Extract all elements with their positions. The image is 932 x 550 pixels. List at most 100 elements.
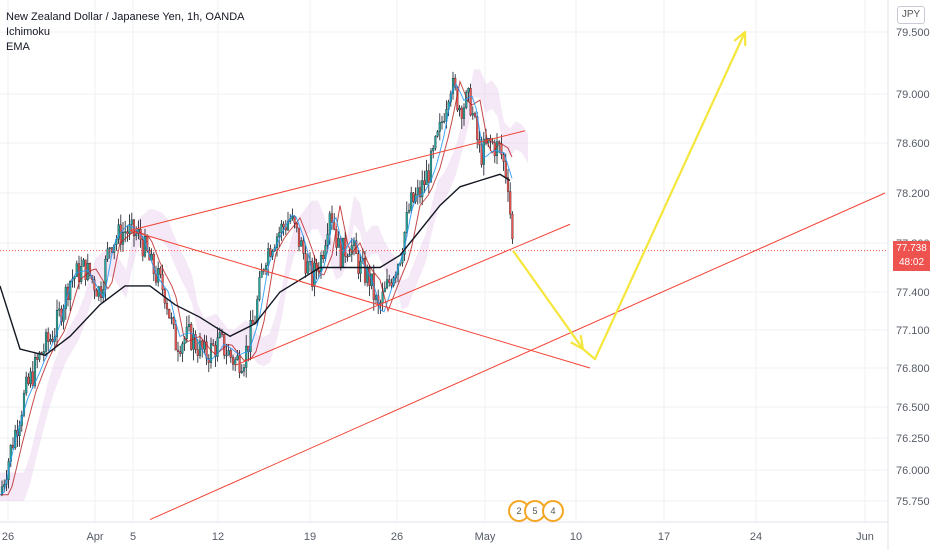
- price-tick-label: 79.000: [896, 89, 930, 101]
- candle-body: [270, 248, 272, 256]
- candle-body: [512, 214, 514, 239]
- candle-body: [160, 268, 162, 274]
- candle-body: [96, 290, 98, 296]
- candle-body: [234, 360, 236, 365]
- time-axis[interactable]: 26 Apr 5 12 19 26 May 10 17 24 Jun: [0, 522, 888, 543]
- candle-body: [265, 265, 267, 269]
- trend-line[interactable]: [130, 131, 525, 231]
- candle-body: [50, 339, 52, 341]
- candle-body: [190, 324, 192, 349]
- price-tick-label: 75.750: [896, 496, 930, 508]
- candle-body: [307, 261, 309, 273]
- candle-body: [417, 188, 419, 195]
- candle-body: [443, 121, 445, 122]
- candle-body: [177, 350, 179, 352]
- projection-arrow[interactable]: [513, 32, 745, 359]
- candle-body: [283, 224, 285, 227]
- candle-body: [173, 318, 175, 325]
- candle-body: [333, 223, 335, 230]
- candle-body: [435, 136, 437, 148]
- candle-body: [384, 288, 386, 292]
- time-tick-label: Apr: [86, 531, 103, 543]
- bar-countdown: 48:02: [893, 256, 930, 270]
- candle-body: [358, 254, 360, 274]
- candle-body: [47, 333, 49, 342]
- price-tick-label: 79.500: [896, 27, 930, 39]
- candle-body: [188, 324, 190, 327]
- candle-body: [157, 268, 159, 282]
- candle-body: [298, 228, 300, 246]
- candle-body: [281, 224, 283, 233]
- candle-body: [364, 258, 366, 282]
- candle-body: [327, 234, 329, 245]
- candle-body: [349, 254, 351, 256]
- time-tick-label: 10: [570, 531, 582, 543]
- candle-body: [25, 377, 27, 393]
- candle-body: [472, 113, 474, 115]
- last-price-value: 77.738: [893, 242, 930, 256]
- candle-body: [168, 309, 170, 318]
- candle-body: [386, 280, 388, 288]
- time-tick-label: 5: [130, 531, 136, 543]
- candle-body: [461, 108, 463, 119]
- candle-body: [344, 238, 346, 256]
- candle-body: [182, 344, 184, 354]
- candle-body: [437, 131, 439, 136]
- candle-body: [459, 108, 461, 110]
- candle-body: [322, 255, 324, 259]
- candle-body: [261, 271, 263, 277]
- price-tick-label: 78.600: [896, 138, 930, 150]
- candle-body: [503, 155, 505, 162]
- candle-body: [197, 350, 199, 356]
- candle-body: [292, 216, 294, 218]
- candle-body: [83, 260, 85, 266]
- symbol-title[interactable]: New Zealand Dollar / Japanese Yen, 1h, O…: [6, 10, 244, 25]
- candle-body: [509, 192, 511, 215]
- candle-body: [122, 232, 124, 244]
- event-count-c: 4: [550, 506, 555, 516]
- candle-body: [303, 241, 305, 254]
- candle-body: [58, 309, 60, 310]
- candle-body: [463, 108, 465, 119]
- candle-body: [492, 141, 494, 143]
- candle-body: [432, 148, 434, 151]
- candle-body: [135, 234, 137, 236]
- candle-body: [408, 210, 410, 212]
- candle-body: [171, 318, 173, 319]
- candle-body: [85, 260, 87, 280]
- indicator-ema[interactable]: EMA: [6, 40, 244, 55]
- time-tick-label: May: [475, 531, 496, 543]
- candle-body: [162, 274, 164, 289]
- candle-body: [32, 372, 34, 386]
- event-count-a: 2: [516, 506, 521, 516]
- currency-badge[interactable]: JPY: [897, 6, 925, 24]
- candle-body: [131, 220, 133, 225]
- candle-body: [245, 346, 247, 367]
- price-axis[interactable]: 79.50079.00078.60078.20077.80077.40077.1…: [888, 0, 930, 550]
- candle-body: [166, 303, 168, 309]
- candle-body: [347, 256, 349, 257]
- price-tick-label: 77.100: [896, 325, 930, 337]
- candle-body: [410, 193, 412, 211]
- indicator-ichimoku[interactable]: Ichimoku: [6, 25, 244, 40]
- candle-body: [294, 216, 296, 223]
- candle-body: [212, 343, 214, 345]
- candle-body: [296, 223, 298, 228]
- candle-body: [501, 143, 503, 154]
- time-tick-label: 19: [304, 531, 316, 543]
- candle-body: [221, 333, 223, 335]
- candle-body: [424, 181, 426, 185]
- candle-body: [470, 88, 472, 115]
- candle-body: [43, 351, 45, 354]
- event-flag-jp-icon[interactable]: 4: [542, 500, 564, 522]
- candle-body: [219, 333, 221, 338]
- candle-body: [127, 232, 129, 234]
- candle-body: [243, 367, 245, 371]
- time-tick-label: 26: [391, 531, 403, 543]
- candle-body: [496, 142, 498, 156]
- candle-body: [237, 356, 239, 360]
- candle-body: [30, 372, 32, 384]
- trend-drawings[interactable]: [130, 32, 885, 520]
- candle-body: [300, 241, 302, 247]
